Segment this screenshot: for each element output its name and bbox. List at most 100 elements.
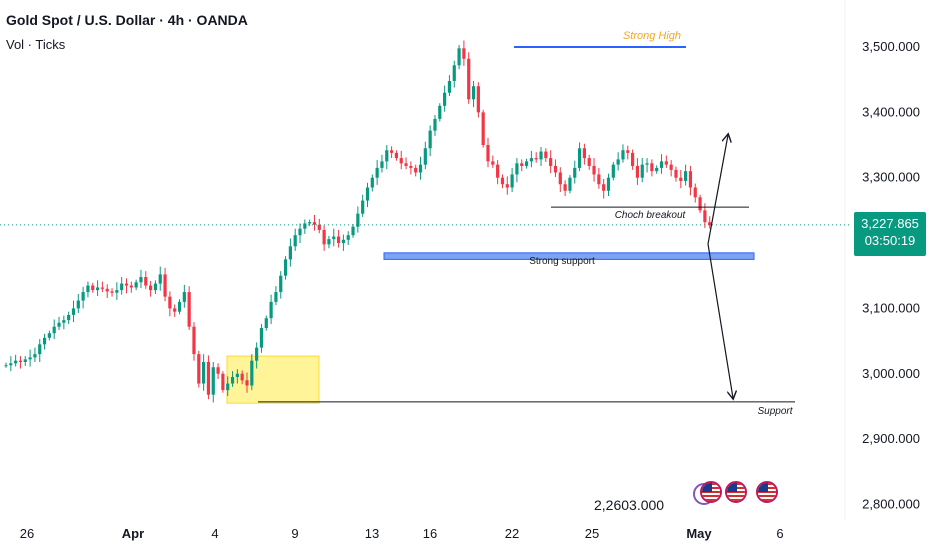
y-tick-label: 3,000.000 xyxy=(862,366,920,381)
candle-body xyxy=(264,318,268,329)
candle-body xyxy=(76,300,80,309)
candle-body xyxy=(115,290,119,293)
candle-body xyxy=(365,187,370,201)
candle-body xyxy=(197,354,201,384)
us-flag-icon[interactable] xyxy=(725,481,747,503)
candle-body xyxy=(418,164,423,173)
candle-body xyxy=(317,224,321,230)
candle-body xyxy=(134,282,138,288)
x-tick-label: 4 xyxy=(211,526,218,541)
candle-body xyxy=(684,171,688,181)
candle-body xyxy=(611,164,615,178)
candle-body xyxy=(616,159,620,165)
candle-body xyxy=(303,223,307,229)
chart-subtitle: Vol · Ticks xyxy=(6,37,66,52)
candle-body xyxy=(38,344,42,355)
candle-body xyxy=(640,164,644,178)
candle-body xyxy=(71,308,76,315)
candle-body xyxy=(298,228,302,236)
x-tick-label: 16 xyxy=(423,526,437,541)
candle-body xyxy=(18,360,23,362)
candle-body xyxy=(4,365,8,367)
y-tick-label: 3,400.000 xyxy=(862,104,920,119)
candle-body xyxy=(577,148,582,168)
candle-body xyxy=(361,200,365,214)
candle-body xyxy=(457,48,461,66)
bearish-projection-arrow xyxy=(707,243,733,398)
candle-body xyxy=(139,277,143,283)
candle-body xyxy=(385,150,389,162)
candle-body xyxy=(674,169,678,178)
x-tick-label: 22 xyxy=(505,526,519,541)
strong-support-zone xyxy=(383,252,755,260)
candle-body xyxy=(568,177,572,191)
candle-body xyxy=(33,354,37,358)
candle-body xyxy=(163,274,167,297)
candle-body xyxy=(28,357,32,360)
candle-body xyxy=(394,152,399,159)
candle-body xyxy=(708,222,712,226)
candle-body xyxy=(659,161,664,168)
candle-body xyxy=(380,161,384,168)
candle-body xyxy=(688,171,693,188)
x-tick-label: May xyxy=(686,526,712,541)
candle-body xyxy=(182,292,186,302)
chart-title: Gold Spot / U.S. Dollar · 4h · OANDA xyxy=(6,12,248,28)
candle-body xyxy=(443,92,447,106)
candle-body xyxy=(283,259,288,276)
candle-body xyxy=(693,187,697,198)
candle-body xyxy=(597,174,601,185)
candle-body xyxy=(370,177,374,188)
candle-body xyxy=(534,158,538,160)
x-tick-label: 6 xyxy=(776,526,783,541)
candle-body xyxy=(631,152,635,166)
candle-body xyxy=(351,226,355,236)
candle-body xyxy=(226,383,230,391)
candle-body xyxy=(332,236,336,240)
candle-body xyxy=(221,373,225,391)
candle-body xyxy=(669,164,673,170)
strong-support-label: Strong support xyxy=(529,256,595,267)
last-price: 3,227.865 xyxy=(861,216,919,231)
candle-body xyxy=(399,158,403,164)
candle-body xyxy=(621,150,625,160)
candle-body xyxy=(414,167,418,173)
candle-body xyxy=(149,285,153,291)
candle-body xyxy=(57,322,61,327)
y-tick-label: 3,500.000 xyxy=(862,39,920,54)
candle-body xyxy=(553,165,558,173)
candle-body xyxy=(250,360,254,386)
candle-body xyxy=(110,291,114,293)
candle-body xyxy=(573,167,577,178)
candle-body xyxy=(539,151,543,160)
candle-body xyxy=(95,287,100,291)
candle-body xyxy=(235,373,239,378)
candle-body xyxy=(86,285,90,293)
candle-body xyxy=(327,239,331,245)
candle-body xyxy=(645,163,649,165)
candle-body xyxy=(293,235,297,247)
strong-high-label: Strong High xyxy=(623,30,681,42)
candle-body xyxy=(124,283,129,286)
candle-body xyxy=(510,174,514,188)
candle-body xyxy=(481,112,485,146)
candle-body xyxy=(544,151,548,159)
candle-body xyxy=(650,163,654,172)
x-tick-label: 13 xyxy=(365,526,379,541)
us-flag-icon[interactable] xyxy=(756,481,778,503)
us-flag-icon[interactable] xyxy=(700,481,722,503)
candle-body xyxy=(655,167,659,172)
candle-body xyxy=(524,161,529,166)
x-tick-label: 9 xyxy=(291,526,298,541)
candle-body xyxy=(177,301,182,312)
y-tick-label: 3,300.000 xyxy=(862,170,920,185)
candle-body xyxy=(563,184,567,191)
candle-body xyxy=(602,184,606,191)
candle-body xyxy=(120,283,124,291)
candle-body xyxy=(279,275,283,293)
candle-body xyxy=(168,296,172,309)
candle-body xyxy=(515,163,519,175)
candle-body xyxy=(500,177,505,185)
